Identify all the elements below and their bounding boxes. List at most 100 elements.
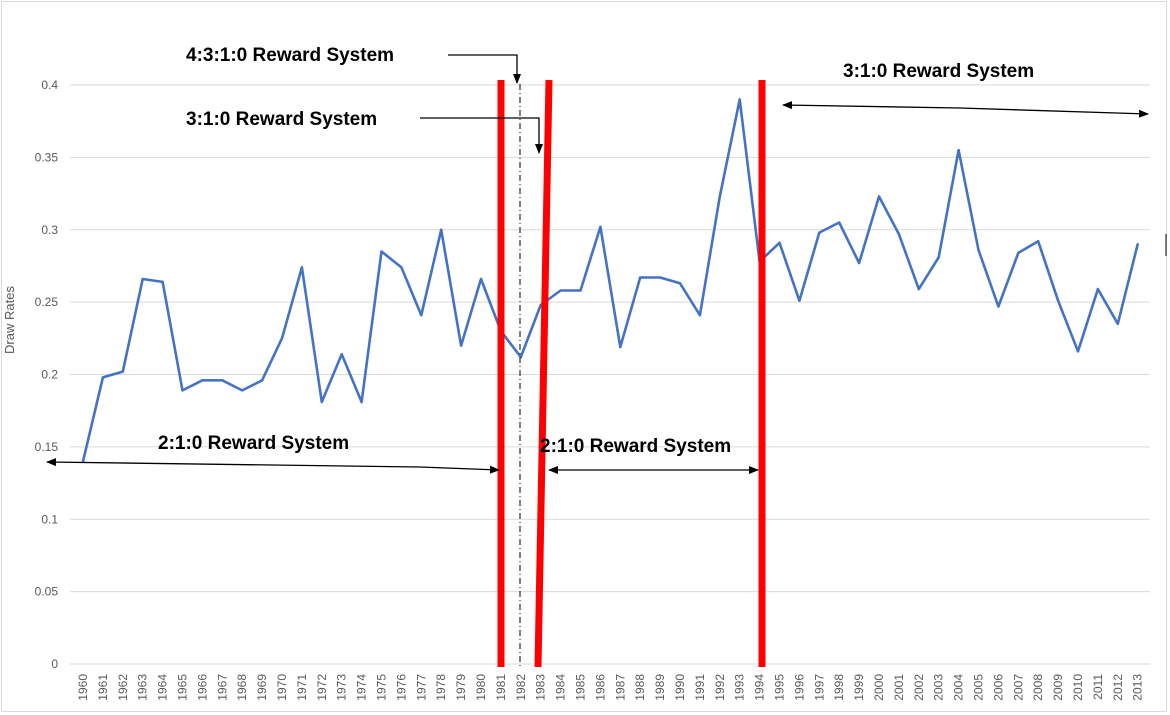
- arrow-210-left-period: [46, 458, 421, 468]
- x-tick-label: 1968: [235, 674, 249, 701]
- y-tick-label: 0.35: [35, 150, 59, 164]
- data-point: [579, 289, 582, 292]
- x-tick-label: 2001: [892, 674, 906, 701]
- data-point: [678, 282, 682, 285]
- x-tick-label: 1978: [434, 674, 448, 701]
- x-tick-label: 1971: [295, 674, 309, 701]
- x-tick-label: 1989: [653, 674, 667, 701]
- x-tick-label: 1993: [733, 674, 747, 701]
- y-tick-label: 0.1: [41, 512, 58, 526]
- x-tick-label: 1979: [454, 674, 468, 701]
- data-point: [340, 353, 343, 356]
- y-tick-label: 0.4: [41, 78, 58, 92]
- x-tick-label: 1960: [76, 674, 90, 701]
- data-point: [559, 289, 562, 292]
- data-point: [658, 276, 662, 279]
- x-tick-label: 1973: [335, 674, 349, 701]
- data-point: [718, 195, 721, 198]
- data-point: [1056, 299, 1060, 302]
- x-axis-tick-labels: 1960 1961 1962 1963 1964 1965 1966 1967 1968 1969…: [76, 674, 1145, 701]
- arrow-310-pointer: [420, 117, 543, 154]
- x-tick-label: 1963: [136, 674, 150, 701]
- y-tick-label: 0.25: [35, 295, 59, 309]
- x-tick-label: 1980: [474, 674, 488, 701]
- x-tick-label: 1998: [832, 674, 846, 701]
- x-tick-label: 1975: [375, 674, 389, 701]
- x-tick-label: 2002: [912, 674, 926, 701]
- data-point: [380, 250, 383, 253]
- x-tick-label: 2009: [1051, 674, 1065, 701]
- x-tick-label: 1961: [96, 674, 110, 701]
- data-point: [360, 400, 363, 404]
- x-tick-label: 1986: [593, 674, 607, 701]
- data-point: [121, 370, 125, 373]
- annotation-210-reward-system-1984: 2:1:0 Reward System: [540, 436, 731, 457]
- gridlines: [70, 84, 1150, 665]
- x-tick-label: 2003: [932, 674, 946, 701]
- data-point: [161, 280, 164, 284]
- x-tick-label: 1966: [195, 674, 209, 701]
- series-group: [81, 98, 1139, 463]
- x-tick-label: 2007: [1011, 674, 1025, 701]
- y-tick-label: 0: [51, 657, 58, 671]
- data-point: [917, 287, 920, 291]
- x-tick-label: 1962: [116, 674, 130, 701]
- x-tick-label: 1988: [633, 674, 647, 701]
- data-point: [1116, 322, 1120, 326]
- data-point: [101, 376, 105, 379]
- data-point: [280, 337, 284, 340]
- data-point: [857, 261, 861, 265]
- data-point: [798, 299, 801, 302]
- x-tick-label: 1982: [514, 674, 528, 701]
- y-tick-label: 0.3: [41, 223, 58, 237]
- data-point: [619, 345, 622, 349]
- data-point: [937, 256, 940, 259]
- data-point: [241, 389, 244, 392]
- x-tick-label: 2011: [1091, 674, 1105, 700]
- x-tick-label: 1983: [534, 674, 548, 701]
- annotation-310-reward-system-1995: 3:1:0 Reward System: [843, 61, 1034, 82]
- x-tick-label: 1967: [215, 674, 229, 701]
- y-axis-tick-labels: 0 0.05 0.1 0.15 0.2 0.25 0.3 0.35 0.4: [35, 78, 59, 671]
- data-point: [479, 277, 483, 281]
- x-tick-label: 1965: [176, 674, 190, 701]
- data-point: [838, 221, 841, 224]
- data-point: [778, 241, 781, 244]
- y-tick-label: 0.15: [35, 440, 59, 454]
- x-tick-label: 1969: [255, 674, 269, 701]
- x-tick-label: 1999: [852, 674, 866, 701]
- y-tick-label: 0.2: [41, 368, 58, 382]
- arrow-310-right-period-end: [959, 107, 1149, 118]
- data-point: [818, 231, 821, 234]
- x-tick-label: 1997: [812, 674, 826, 701]
- x-tick-label: 1992: [713, 674, 727, 701]
- data-point: [1017, 251, 1020, 255]
- x-tick-label: 1987: [613, 674, 627, 701]
- arrow-4310-pointer: [448, 54, 521, 84]
- x-tick-label: 2008: [1031, 674, 1045, 701]
- data-point: [459, 344, 463, 347]
- x-tick-label: 1994: [753, 674, 767, 701]
- data-point: [400, 266, 403, 269]
- data-point: [221, 379, 224, 382]
- data-point: [260, 379, 264, 382]
- annotation-310-reward-system-1983: 3:1:0 Reward System: [186, 109, 377, 130]
- annotation-210-reward-system-1960: 2:1:0 Reward System: [158, 433, 349, 454]
- annotation-4310-reward-system: 4:3:1:0 Reward System: [186, 45, 394, 66]
- x-tick-label: 2004: [952, 674, 966, 701]
- arrow-310-right-period-start: [782, 101, 961, 110]
- x-tick-label: 1981: [494, 674, 508, 701]
- data-point: [897, 232, 901, 236]
- data-point: [320, 400, 323, 404]
- data-point: [1076, 350, 1080, 353]
- x-tick-label: 1984: [554, 674, 568, 701]
- divider-red-slanted-1983: [534, 79, 553, 668]
- x-tick-label: 1972: [315, 674, 329, 701]
- x-tick-label: 1990: [673, 674, 687, 701]
- x-tick-label: 2000: [872, 674, 886, 701]
- data-point: [997, 305, 1000, 308]
- data-point: [300, 266, 304, 269]
- x-tick-label: 1976: [394, 674, 408, 701]
